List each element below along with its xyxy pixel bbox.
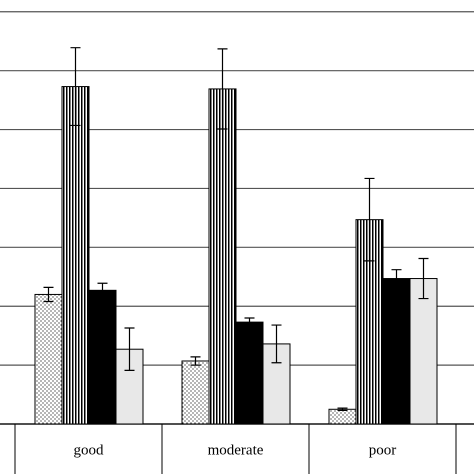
error-bar [364, 177, 375, 262]
error-bar [43, 286, 54, 303]
error-bar [271, 324, 282, 364]
bar [34, 293, 63, 425]
error-bar [337, 407, 348, 412]
bar [208, 88, 237, 425]
error-bar [97, 282, 108, 298]
error-bar [217, 48, 228, 130]
error-bar [418, 257, 429, 300]
error-bar [391, 269, 402, 288]
bar [61, 86, 90, 425]
x-tick-label: poor [369, 442, 397, 458]
bar [235, 321, 264, 425]
x-tick-label: good [74, 442, 105, 458]
bar [181, 360, 210, 425]
bar [382, 278, 411, 425]
error-bar [190, 356, 201, 366]
error-bar [70, 47, 81, 127]
x-tick-label: moderate [208, 442, 264, 458]
error-bar [124, 327, 135, 372]
error-bar [244, 317, 255, 327]
bar [88, 289, 117, 425]
bar [409, 278, 438, 425]
bar [328, 408, 357, 425]
